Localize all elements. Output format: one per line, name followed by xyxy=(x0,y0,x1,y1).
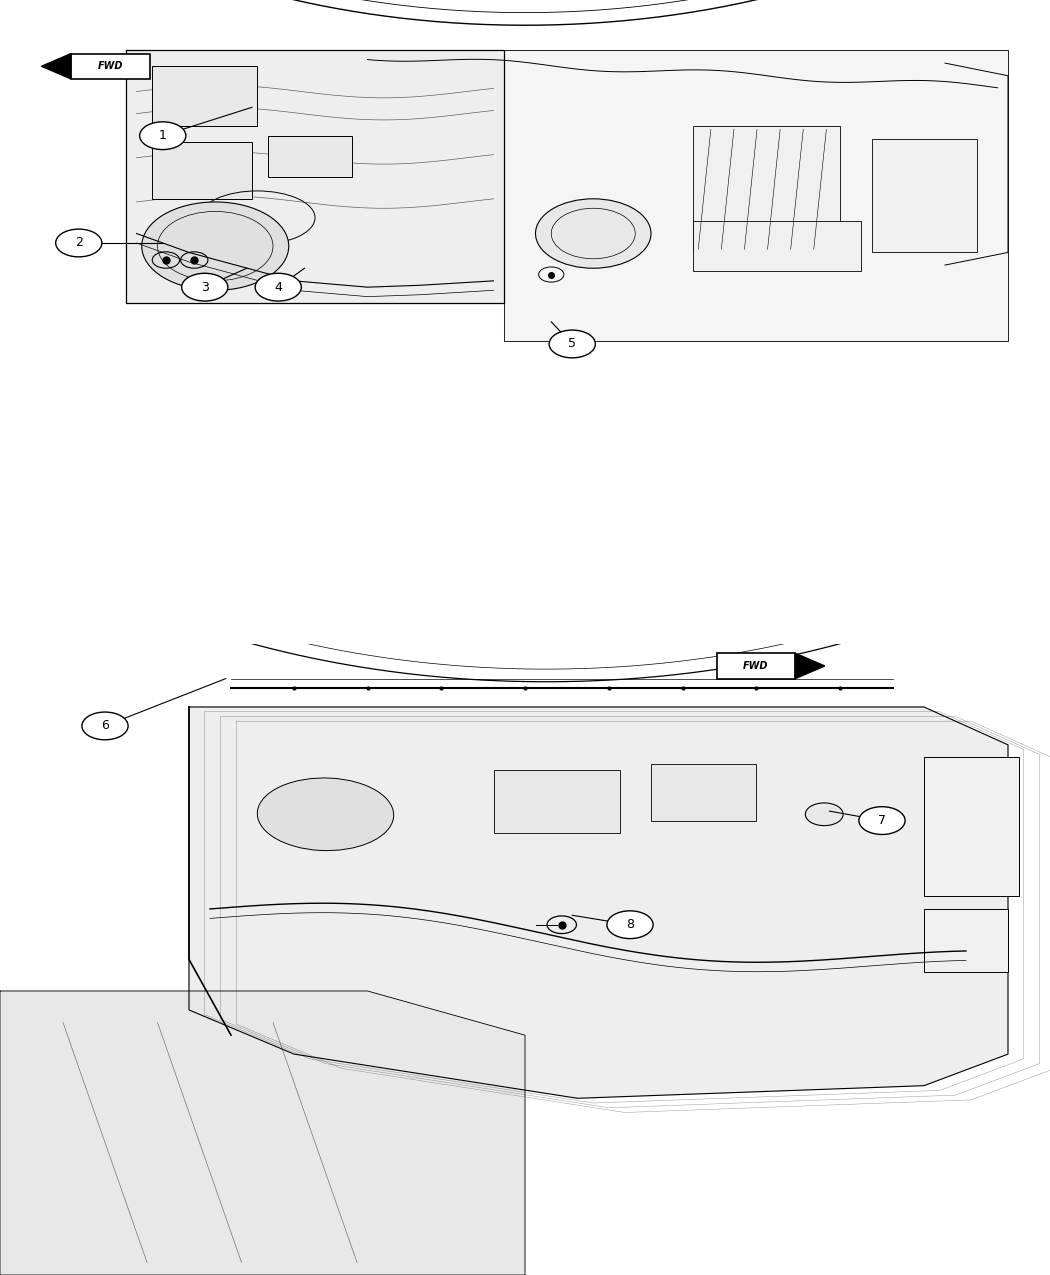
Circle shape xyxy=(182,273,228,301)
Circle shape xyxy=(536,199,651,268)
Text: 3: 3 xyxy=(201,280,209,293)
Text: 5: 5 xyxy=(568,338,576,351)
Text: 1: 1 xyxy=(159,129,167,143)
Circle shape xyxy=(140,122,186,149)
Ellipse shape xyxy=(257,778,394,850)
Bar xyxy=(924,909,1008,972)
Polygon shape xyxy=(42,54,71,79)
Polygon shape xyxy=(126,51,504,303)
Polygon shape xyxy=(189,706,1008,1098)
Circle shape xyxy=(607,910,653,938)
Bar xyxy=(924,757,1018,896)
Text: FWD: FWD xyxy=(743,660,769,671)
Text: 4: 4 xyxy=(274,280,282,293)
Circle shape xyxy=(859,807,905,834)
Bar xyxy=(268,135,352,177)
Polygon shape xyxy=(796,653,825,678)
Polygon shape xyxy=(504,51,1008,340)
Circle shape xyxy=(805,803,843,826)
Bar xyxy=(152,66,257,126)
Bar xyxy=(152,142,252,199)
Circle shape xyxy=(549,330,595,358)
Circle shape xyxy=(142,201,289,291)
Bar xyxy=(693,221,861,272)
Bar xyxy=(872,139,977,252)
Text: 7: 7 xyxy=(878,815,886,827)
Bar xyxy=(494,770,620,834)
Bar xyxy=(716,653,796,678)
Circle shape xyxy=(255,273,301,301)
Text: FWD: FWD xyxy=(98,61,123,71)
Text: 2: 2 xyxy=(75,236,83,250)
Bar xyxy=(71,54,149,79)
Text: 8: 8 xyxy=(626,918,634,931)
Polygon shape xyxy=(0,991,525,1275)
Bar xyxy=(651,764,756,821)
Bar xyxy=(693,126,840,252)
Circle shape xyxy=(82,711,128,739)
Text: 6: 6 xyxy=(101,719,109,732)
Circle shape xyxy=(56,230,102,256)
